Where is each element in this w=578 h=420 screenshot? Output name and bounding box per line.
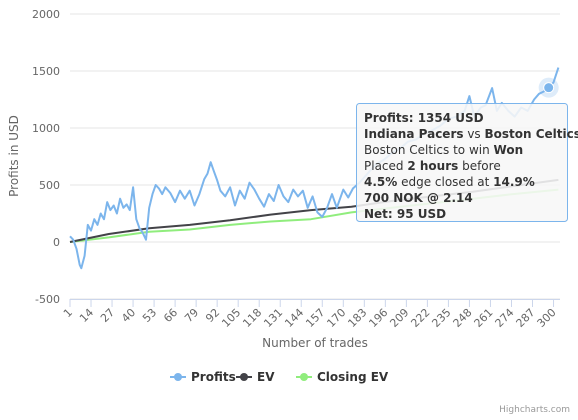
legend-item[interactable]: Profits (170, 370, 236, 384)
y-tick-label: -500 (35, 293, 60, 306)
legend-symbol-marker (240, 373, 248, 381)
legend-label: Profits (191, 370, 236, 384)
tooltip-text: vs (464, 127, 485, 141)
tooltip-text: edge closed at (397, 175, 493, 189)
y-tick-label: 2000 (32, 8, 60, 21)
legend-label: EV (257, 370, 275, 384)
y-tick-label: 1500 (32, 65, 60, 78)
tooltip-text: before (458, 159, 500, 173)
tooltip-text: 14.9% (493, 175, 535, 189)
tooltip-line: Boston Celtics to win Won (364, 143, 523, 157)
tooltip-text: Profits: 1354 USD (364, 111, 484, 125)
x-axis-title: Number of trades (262, 336, 368, 350)
tooltip-text: Boston Celtics (485, 127, 578, 141)
legend-item[interactable]: Closing EV (296, 370, 389, 384)
tooltip-text: 2 hours (407, 159, 458, 173)
tooltip-text: Net: 95 USD (364, 207, 446, 221)
y-tick-label: 1000 (32, 122, 60, 135)
tooltip-text: 700 NOK @ 2.14 (364, 191, 473, 205)
tooltip-line: Placed 2 hours before (364, 159, 501, 173)
y-tick-label: 500 (39, 179, 60, 192)
legend-item[interactable]: EV (236, 370, 275, 384)
tooltip-line: Profits: 1354 USD (364, 111, 484, 125)
tooltip: Profits: 1354 USD Indiana Pacers vs Bosto… (356, 103, 578, 222)
tooltip-line: Indiana Pacers vs Boston Celtics (364, 127, 578, 141)
legend-symbol-marker (174, 373, 182, 381)
tooltip-text: Placed (364, 159, 407, 173)
hover-marker (543, 82, 555, 94)
legend: Profits EV Closing EV (170, 370, 389, 384)
tooltip-box (356, 103, 568, 222)
tooltip-line: Net: 95 USD (364, 207, 446, 221)
tooltip-text: Boston Celtics to win (364, 143, 494, 157)
legend-symbol-marker (300, 373, 308, 381)
y-axis-title: Profits in USD (7, 115, 21, 197)
tooltip-line: 700 NOK @ 2.14 (364, 191, 473, 205)
tooltip-text: Won (494, 143, 524, 157)
credits[interactable]: Highcharts.com (499, 405, 570, 415)
tooltip-text: Indiana Pacers (364, 127, 464, 141)
y-tick-label: 0 (53, 236, 60, 249)
legend-label: Closing EV (317, 370, 389, 384)
tooltip-text: 4.5% (364, 175, 397, 189)
tooltip-line: 4.5% edge closed at 14.9% (364, 175, 535, 189)
